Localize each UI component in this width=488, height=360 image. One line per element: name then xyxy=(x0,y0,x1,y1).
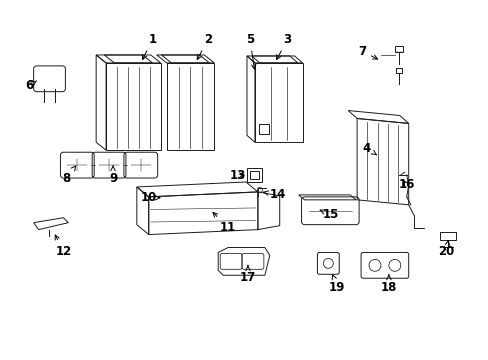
Text: 13: 13 xyxy=(229,168,245,181)
Text: 4: 4 xyxy=(362,142,376,155)
Text: 18: 18 xyxy=(380,275,396,294)
Text: 14: 14 xyxy=(263,188,285,201)
Text: 11: 11 xyxy=(213,212,236,234)
Text: 6: 6 xyxy=(25,79,37,92)
Text: 2: 2 xyxy=(197,33,212,59)
Text: 7: 7 xyxy=(357,45,377,59)
Text: 15: 15 xyxy=(320,208,339,221)
Text: 20: 20 xyxy=(437,240,454,258)
Text: 17: 17 xyxy=(239,265,256,284)
Text: 12: 12 xyxy=(55,235,71,258)
Text: 5: 5 xyxy=(245,33,255,69)
Text: 1: 1 xyxy=(142,33,157,59)
Text: 8: 8 xyxy=(62,166,76,185)
Text: 3: 3 xyxy=(276,33,291,59)
Text: 16: 16 xyxy=(398,179,414,192)
Text: 19: 19 xyxy=(328,275,345,294)
Text: 10: 10 xyxy=(141,192,160,204)
Text: 9: 9 xyxy=(109,166,117,185)
